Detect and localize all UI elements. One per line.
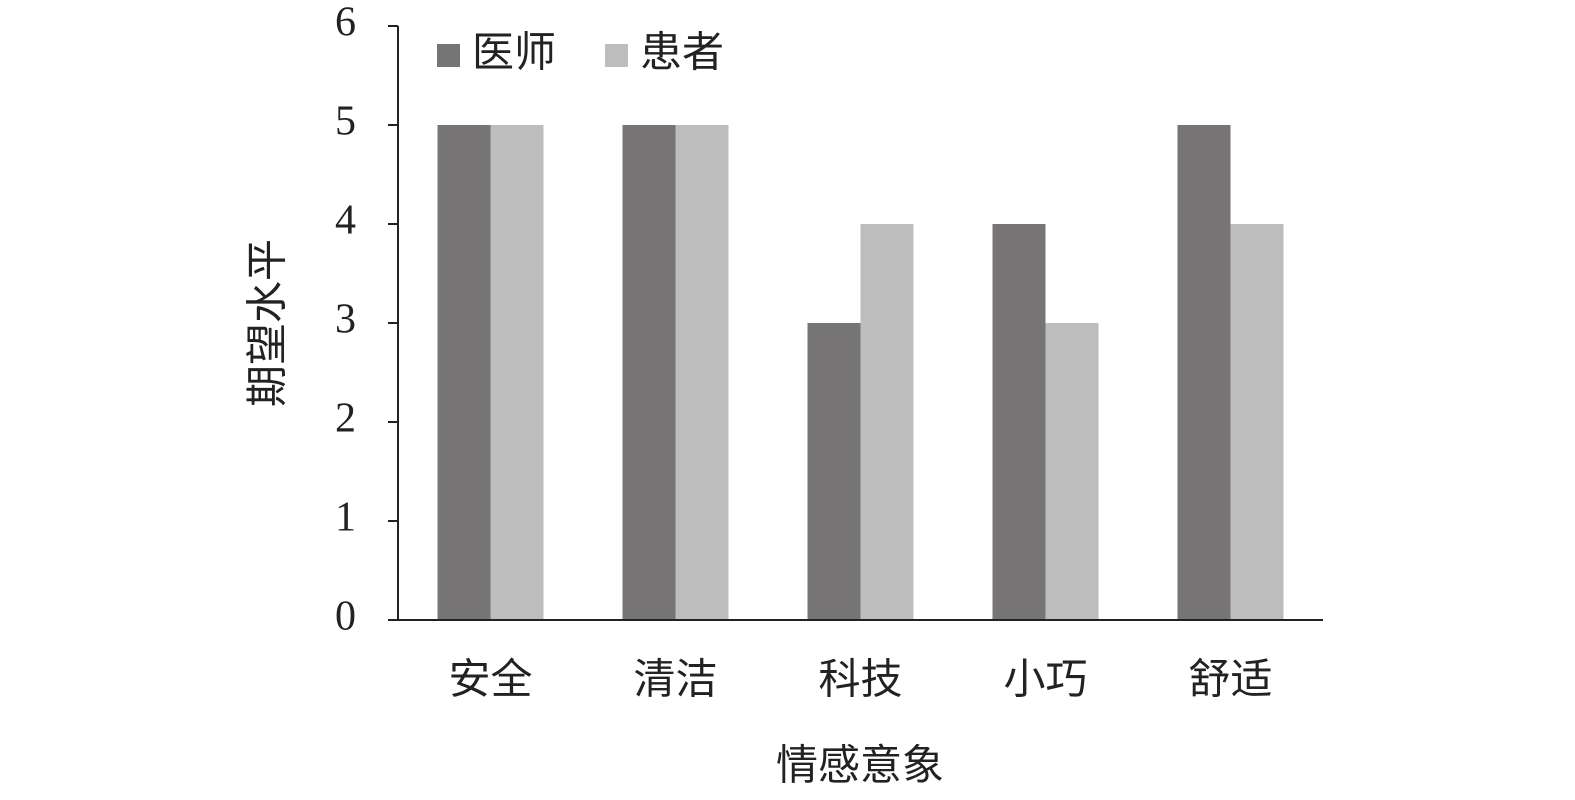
legend-swatch (437, 44, 460, 67)
legend-swatch (605, 44, 628, 67)
y-tick-label: 4 (335, 198, 356, 244)
y-tick-label: 3 (335, 297, 356, 343)
bar (622, 125, 676, 620)
x-tick-label: 清洁 (633, 658, 717, 704)
y-tick-label: 0 (335, 594, 356, 640)
bar (437, 125, 491, 620)
bar (807, 323, 861, 620)
x-tick-label: 舒适 (1188, 658, 1272, 704)
legend-label: 患者 (640, 31, 724, 77)
y-tick-label: 6 (335, 0, 356, 46)
x-tick-label: 安全 (448, 657, 532, 704)
bar (675, 125, 729, 620)
bar (1045, 323, 1099, 620)
bar (490, 125, 544, 620)
bar (1177, 125, 1231, 620)
y-tick-label: 1 (335, 495, 356, 541)
y-tick-label: 2 (335, 396, 356, 442)
legend-label: 医师 (472, 31, 556, 77)
bar (992, 224, 1046, 620)
x-axis-title: 情感意象 (776, 743, 944, 790)
x-tick-label: 科技 (818, 658, 902, 704)
y-axis-title: 期望水平 (246, 239, 292, 407)
y-tick-label: 5 (335, 99, 356, 145)
bar (860, 224, 914, 620)
x-tick-label: 小巧 (1003, 658, 1087, 704)
bar (1230, 224, 1284, 620)
